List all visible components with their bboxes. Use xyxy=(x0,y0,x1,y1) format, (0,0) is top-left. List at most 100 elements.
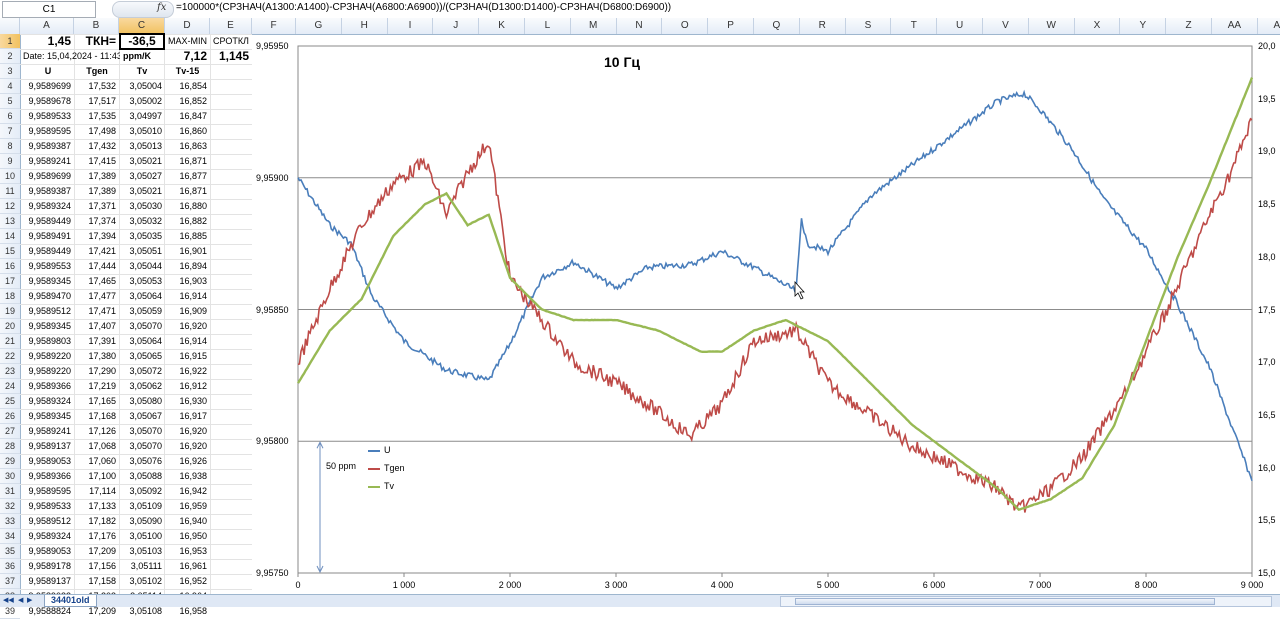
data-cell[interactable]: 3,05067 xyxy=(129,411,162,421)
row-header[interactable]: 12 xyxy=(0,199,20,214)
data-cell[interactable]: 3,05070 xyxy=(129,441,162,451)
data-cell[interactable]: 9,9589366 xyxy=(28,381,71,391)
column-header-q[interactable]: Q xyxy=(754,18,800,34)
data-cell[interactable]: 16,959 xyxy=(179,501,207,511)
data-cell[interactable]: 3,05103 xyxy=(129,546,162,556)
column-header-a[interactable]: A xyxy=(20,18,74,34)
data-cell[interactable]: 17,477 xyxy=(88,291,116,301)
data-cell[interactable]: 9,9589178 xyxy=(28,561,71,571)
data-cell[interactable]: 17,165 xyxy=(88,396,116,406)
cell-c2[interactable]: ppm/K xyxy=(123,51,151,61)
chart-area[interactable]: 10 Гц 50 ppm U Tgen Tv 9,95950 9,95900 9,9… xyxy=(254,36,1280,594)
column-header-i[interactable]: I xyxy=(388,18,434,34)
data-cell[interactable]: 17,389 xyxy=(88,171,116,181)
column-header-ab[interactable]: AB xyxy=(1258,18,1280,34)
formula-input[interactable]: =100000*(СРЗНАЧ(A1300:A1400)-СРЗНАЧ(A680… xyxy=(176,2,672,13)
data-cell[interactable]: 16,863 xyxy=(179,141,207,151)
row-header[interactable]: 8 xyxy=(0,139,20,154)
data-cell[interactable]: 16,938 xyxy=(179,471,207,481)
cell-e1[interactable]: СРОТКЛ xyxy=(213,36,249,46)
row-header[interactable]: 23 xyxy=(0,364,20,379)
data-cell[interactable]: 16,930 xyxy=(179,396,207,406)
data-cell[interactable]: 16,903 xyxy=(179,276,207,286)
data-cell[interactable]: 3,05072 xyxy=(129,366,162,376)
data-cell[interactable]: 16,917 xyxy=(179,411,207,421)
row-header[interactable]: 34 xyxy=(0,529,20,544)
name-box[interactable]: C1 xyxy=(2,1,96,18)
row-header[interactable]: 20 xyxy=(0,319,20,334)
row-header[interactable]: 26 xyxy=(0,409,20,424)
data-cell[interactable]: 3,05111 xyxy=(130,561,162,571)
data-cell[interactable]: 16,922 xyxy=(179,366,207,376)
data-cell[interactable]: 9,9589387 xyxy=(28,186,71,196)
data-cell[interactable]: 16,914 xyxy=(179,291,207,301)
data-cell[interactable]: 17,176 xyxy=(88,531,116,541)
row-header[interactable]: 1 xyxy=(0,34,20,49)
row-header[interactable]: 33 xyxy=(0,514,20,529)
data-cell[interactable]: 3,05021 xyxy=(129,186,162,196)
data-cell[interactable]: 17,374 xyxy=(88,216,116,226)
data-cell[interactable]: 9,9589595 xyxy=(28,126,71,136)
data-cell[interactable]: 3,05092 xyxy=(129,486,162,496)
data-cell[interactable]: 17,156 xyxy=(88,561,116,571)
row-header[interactable]: 31 xyxy=(0,484,20,499)
data-cell[interactable]: 9,9589241 xyxy=(28,426,71,436)
column-header-h[interactable]: H xyxy=(342,18,388,34)
column-header-aa[interactable]: AA xyxy=(1212,18,1258,34)
data-cell[interactable]: 3,05002 xyxy=(129,96,162,106)
column-header-t[interactable]: T xyxy=(891,18,938,34)
data-cell[interactable]: 3,05080 xyxy=(129,396,162,406)
data-cell[interactable]: 9,9589678 xyxy=(28,96,71,106)
data-cell[interactable]: 3,05027 xyxy=(129,171,162,181)
data-cell[interactable]: 16,915 xyxy=(179,351,207,361)
data-cell[interactable]: 9,9589053 xyxy=(28,546,71,556)
data-cell[interactable]: 17,168 xyxy=(88,411,116,421)
row-header[interactable]: 32 xyxy=(0,499,20,514)
cell-grid[interactable] xyxy=(20,34,252,594)
row-header[interactable]: 13 xyxy=(0,214,20,229)
data-cell[interactable]: 3,05030 xyxy=(129,201,162,211)
row-header[interactable]: 28 xyxy=(0,439,20,454)
select-all-corner[interactable] xyxy=(0,18,20,34)
data-cell[interactable]: 17,465 xyxy=(88,276,116,286)
data-cell[interactable]: 3,05021 xyxy=(129,156,162,166)
row-header[interactable]: 18 xyxy=(0,289,20,304)
data-cell[interactable]: 17,471 xyxy=(88,306,116,316)
column-header-y[interactable]: Y xyxy=(1120,18,1167,34)
data-cell[interactable]: 17,391 xyxy=(88,336,116,346)
data-cell[interactable]: 9,9589512 xyxy=(28,306,71,316)
row-header[interactable]: 5 xyxy=(0,94,20,109)
data-cell[interactable]: 16,847 xyxy=(179,111,207,121)
data-cell[interactable]: 9,9589512 xyxy=(28,516,71,526)
row-header[interactable]: 36 xyxy=(0,559,20,574)
data-cell[interactable]: 17,444 xyxy=(88,261,116,271)
column-header-o[interactable]: O xyxy=(662,18,709,34)
data-cell[interactable]: 16,950 xyxy=(179,531,207,541)
data-cell[interactable]: 3,05070 xyxy=(129,426,162,436)
data-cell[interactable]: 16,912 xyxy=(179,381,207,391)
data-cell[interactable]: 16,909 xyxy=(179,306,207,316)
data-cell[interactable]: 9,9589553 xyxy=(28,261,71,271)
data-cell[interactable]: 17,532 xyxy=(88,81,116,91)
data-cell[interactable]: 16,860 xyxy=(179,126,207,136)
data-cell[interactable]: 16,914 xyxy=(179,336,207,346)
data-cell[interactable]: 17,421 xyxy=(88,246,116,256)
data-cell[interactable]: 3,05010 xyxy=(129,126,162,136)
first-sheet-icon[interactable]: ◀◀ xyxy=(3,597,14,604)
data-cell[interactable]: 9,9589533 xyxy=(28,501,71,511)
data-cell[interactable]: 3,05032 xyxy=(129,216,162,226)
data-cell[interactable]: 9,9589324 xyxy=(28,396,71,406)
column-header-c[interactable]: C xyxy=(119,18,165,34)
row-header[interactable]: 10 xyxy=(0,169,20,184)
data-cell[interactable]: 16,940 xyxy=(179,516,207,526)
data-cell[interactable]: 9,9589699 xyxy=(28,171,71,181)
column-header-l[interactable]: L xyxy=(525,18,571,34)
data-cell[interactable]: 17,394 xyxy=(88,231,116,241)
data-cell[interactable]: 17,498 xyxy=(88,126,116,136)
row-header[interactable]: 24 xyxy=(0,379,20,394)
cell-a2[interactable]: Date: 15,04,2024 - 11:43 xyxy=(23,51,120,61)
data-cell[interactable]: 16,852 xyxy=(179,96,207,106)
data-cell[interactable]: 16,953 xyxy=(179,546,207,556)
row-header[interactable]: 19 xyxy=(0,304,20,319)
data-cell[interactable]: 9,9589324 xyxy=(28,201,71,211)
